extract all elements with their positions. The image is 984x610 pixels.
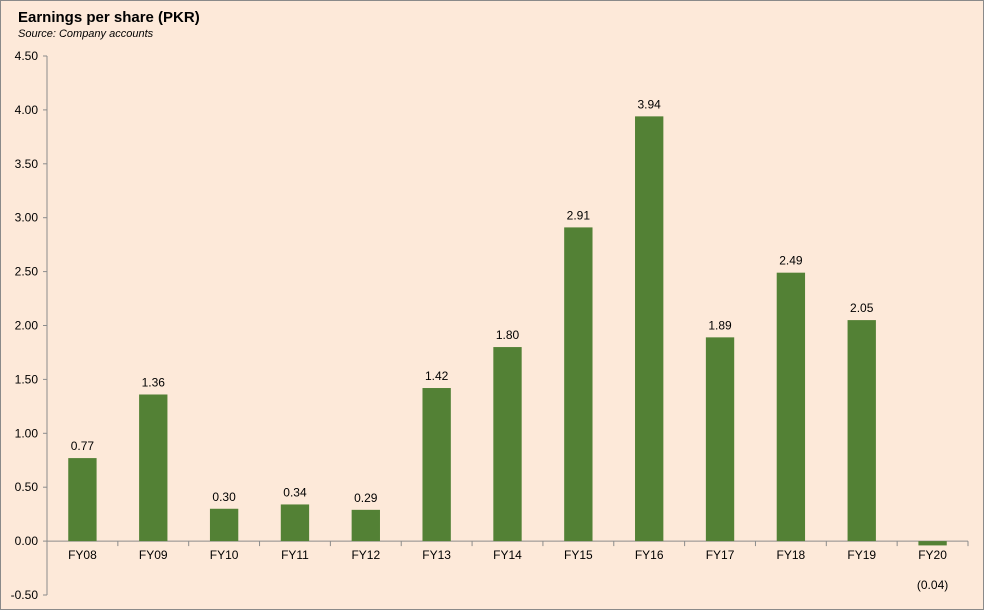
bar-fy16 [635,116,664,542]
bar-fy15 [564,227,593,542]
x-tick-label: FY13 [422,548,451,562]
bar-fy14 [493,347,522,542]
y-tick-label: 2.00 [15,319,39,333]
data-label: 1.80 [496,328,520,342]
bar-fy10 [209,508,239,542]
data-label: 0.29 [354,491,378,505]
bar-fy20 [918,541,947,546]
y-tick-label: 3.00 [15,211,39,225]
x-tick-label: FY16 [635,548,664,562]
data-label: (0.04) [917,578,948,592]
x-tick-label: FY11 [281,548,309,562]
chart-axes: 4.50 4.00 3.50 3.00 2.50 2.00 1.50 1.00 0.50 0.00… [11,49,969,602]
data-label: 2.05 [850,301,874,315]
y-tick-label: 3.50 [15,157,39,171]
bar-fy11 [280,504,310,542]
bar-fy08 [68,458,97,542]
bar-fy19 [847,320,876,542]
x-tick-label: FY15 [564,548,593,562]
chart-bars [68,116,947,546]
x-tick-label: FY17 [706,548,735,562]
y-tick-label: 0.00 [15,534,39,548]
data-label: 1.36 [142,375,166,389]
x-tick-label: FY10 [210,548,239,562]
bar-fy13 [422,388,451,542]
x-tick-label: FY19 [847,548,876,562]
x-tick-label: FY18 [777,548,806,562]
x-tick-label: FY20 [918,548,947,562]
x-tick-label: FY08 [68,548,97,562]
bar-fy09 [139,394,168,542]
chart-labels: FY08 0.77 FY09 1.36 FY10 0.30 FY11 0.34 FY12 0.29… [68,97,948,592]
chart-title: Earnings per share (PKR) [18,9,200,26]
y-tick-label: 4.50 [15,49,39,63]
y-tick-label: 0.50 [15,480,39,494]
x-tick-label: FY09 [139,548,168,562]
data-label: 0.30 [212,490,236,504]
bar-fy12 [351,509,380,542]
y-tick-label: 2.50 [15,265,39,279]
data-label: 0.77 [71,439,95,453]
y-tick-label: 1.50 [15,372,39,386]
y-tick-label: 4.00 [15,103,39,117]
data-label: 3.94 [638,97,662,111]
chart-subtitle: Source: Company accounts [18,28,154,40]
data-label: 0.34 [283,485,307,499]
y-tick-label: -0.50 [11,588,39,602]
data-label: 2.49 [779,254,803,268]
bar-fy18 [776,272,806,542]
x-tick-label: FY12 [351,548,380,562]
y-tick-label: 1.00 [15,426,39,440]
data-label: 1.42 [425,369,449,383]
x-tick-label: FY14 [493,548,522,562]
bar-fy17 [705,337,735,542]
data-label: 2.91 [567,208,591,222]
data-label: 1.89 [708,318,732,332]
